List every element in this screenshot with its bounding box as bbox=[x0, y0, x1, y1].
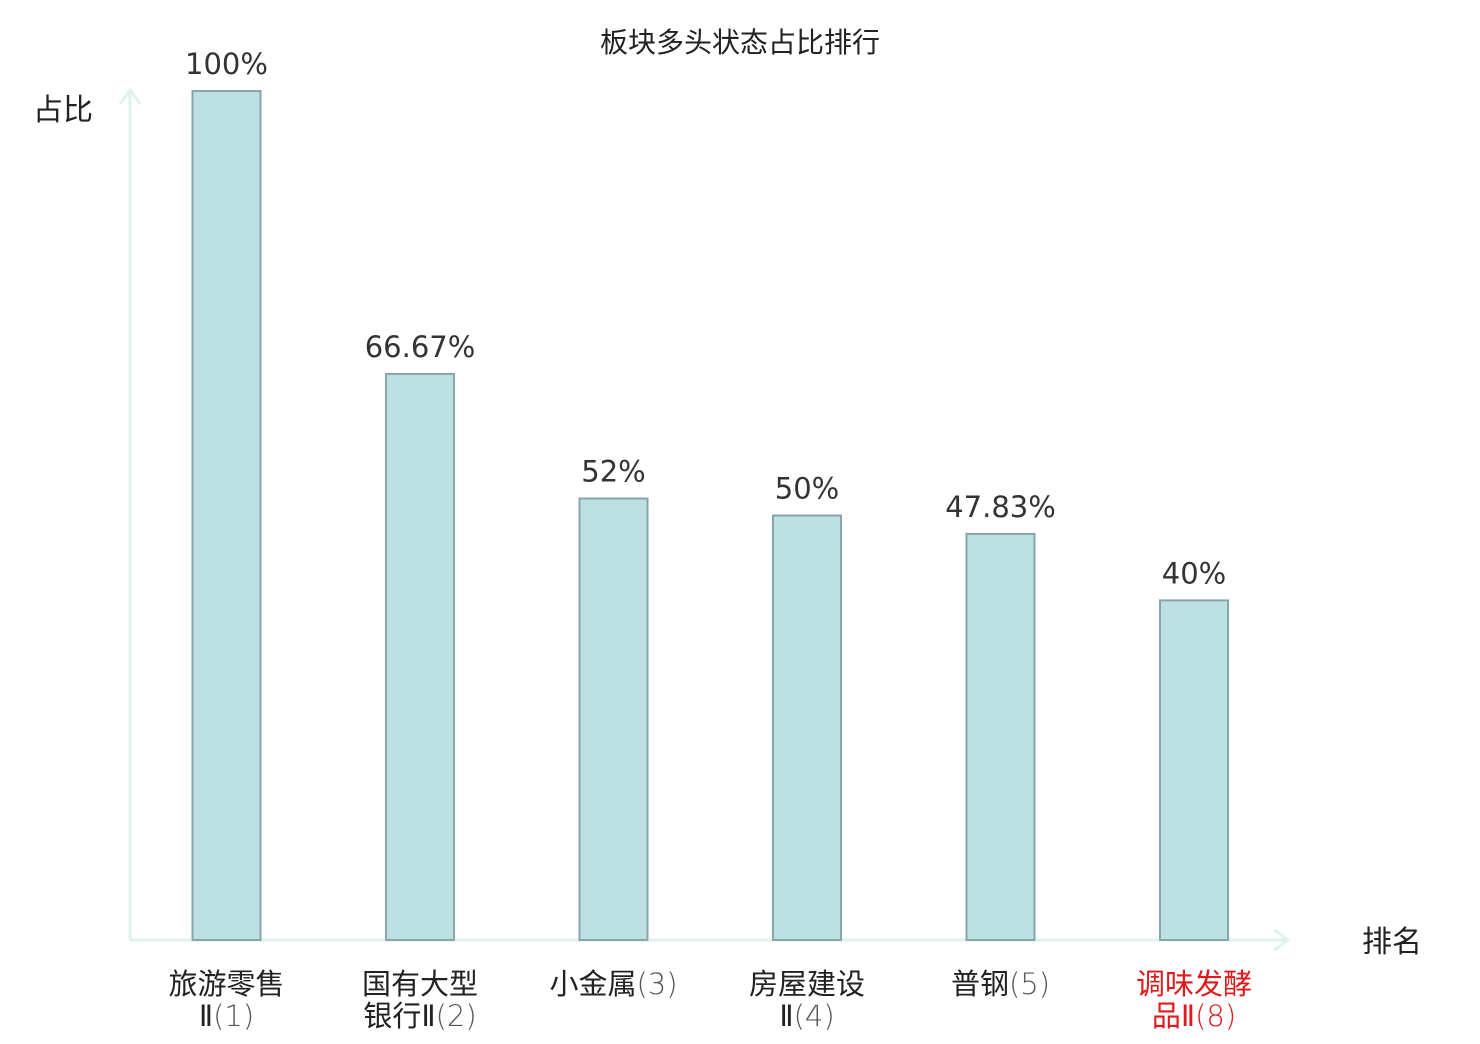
y-axis-arrow-icon bbox=[118, 87, 142, 105]
chart-title: 板块多头状态占比排行 bbox=[600, 26, 880, 59]
x-axis-arrow-icon bbox=[1273, 928, 1291, 952]
bar bbox=[965, 532, 1036, 941]
bar bbox=[1159, 599, 1229, 942]
data-label: 40% bbox=[1162, 556, 1226, 590]
bar bbox=[772, 514, 842, 941]
tick-label: 国有大型银行Ⅱ(2) bbox=[362, 967, 478, 1033]
value-labels-group: 100% 66.67% 52% 50% 47.83% 40% bbox=[185, 47, 1226, 590]
bar bbox=[191, 90, 262, 941]
bar bbox=[578, 497, 649, 941]
tick-label: 旅游零售 Ⅱ(1) bbox=[168, 967, 284, 1033]
tick-label: 普钢(5) bbox=[951, 967, 1050, 1001]
data-label: 100% bbox=[185, 47, 268, 81]
data-label: 50% bbox=[775, 472, 839, 506]
x-axis-label: 排名 bbox=[1362, 925, 1422, 960]
bars-group bbox=[191, 90, 1229, 942]
y-axis-label: 占比 bbox=[33, 93, 93, 128]
tick-label: 房屋建设 Ⅱ(4) bbox=[749, 967, 865, 1033]
axes bbox=[118, 87, 1291, 952]
tick-label: 小金属(3) bbox=[549, 967, 677, 1001]
data-label: 52% bbox=[581, 455, 645, 489]
category-labels-group: 旅游零售 Ⅱ(1) 国有大型银行Ⅱ(2) 小金属(3) 房屋建设 Ⅱ(4) 普钢(5) 调味发… bbox=[168, 967, 1252, 1033]
data-label: 47.83% bbox=[945, 490, 1056, 524]
tick-label: 调味发酵品Ⅱ(8) bbox=[1136, 967, 1252, 1033]
data-label: 66.67% bbox=[365, 330, 476, 364]
bar bbox=[385, 372, 455, 942]
